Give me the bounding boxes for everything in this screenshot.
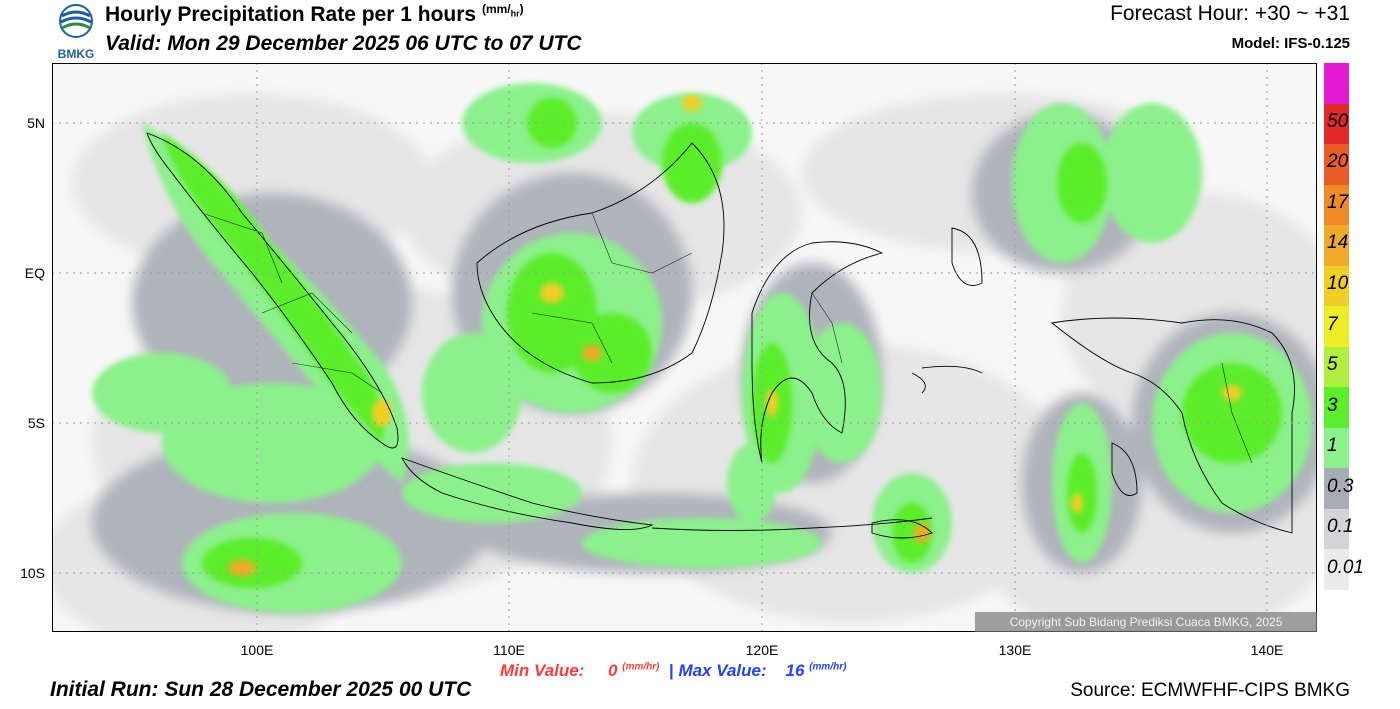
- valid-time: Valid: Mon 29 December 2025 06 UTC to 07…: [105, 32, 582, 55]
- data-source: Source: ECMWFHF-CIPS BMKG: [1070, 680, 1350, 701]
- colorbar-segment: [1324, 306, 1349, 348]
- colorbar-label: 3: [1327, 394, 1338, 416]
- colorbar-label: 10: [1327, 272, 1349, 294]
- min-label: Min Value:: [500, 661, 585, 680]
- colorbar: [1324, 63, 1349, 591]
- colorbar-label: 5: [1327, 354, 1338, 376]
- lat-tick-10s: 10S: [20, 565, 45, 581]
- model-name: Model: IFS-0.125: [1231, 35, 1350, 52]
- colorbar-label: 7: [1327, 313, 1338, 335]
- colorbar-segment: [1324, 63, 1349, 105]
- colorbar-label: 0.3: [1327, 475, 1354, 497]
- colorbar-label: 17: [1327, 191, 1349, 213]
- max-value: 16: [785, 661, 805, 680]
- lon-tick-110e: 110E: [493, 642, 525, 658]
- max-label: Max Value:: [678, 661, 767, 680]
- colorbar-segment: [1324, 184, 1349, 226]
- precipitation-map[interactable]: [52, 63, 1317, 632]
- lat-tick-eq: EQ: [24, 265, 45, 281]
- lat-tick-5n: 5N: [27, 115, 45, 131]
- colorbar-segment: [1324, 265, 1349, 307]
- colorbar-segment: [1324, 103, 1349, 145]
- colorbar-label: 0.01: [1327, 556, 1364, 578]
- colorbar-segment: [1324, 468, 1349, 510]
- title-unit: (mm/hr): [481, 2, 524, 19]
- chart-title: Hourly Precipitation Rate per 1 hours (m…: [105, 2, 524, 27]
- logo-text: BMKG: [58, 47, 95, 60]
- copyright-notice: Copyright Sub Bidang Prediksi Cuaca BMKG…: [975, 612, 1317, 632]
- colorbar-label: 14: [1327, 232, 1349, 254]
- grid: [52, 63, 1317, 632]
- stats-separator: |: [668, 661, 674, 680]
- bmkg-logo: BMKG: [58, 4, 95, 60]
- min-unit: (mm/hr): [622, 661, 660, 673]
- max-unit: (mm/hr): [809, 661, 847, 673]
- colorbar-segment: [1324, 225, 1349, 267]
- colorbar-label: 1: [1327, 435, 1338, 457]
- province-borders: [201, 212, 1253, 464]
- colorbar-segment: [1324, 508, 1349, 550]
- min-value: 0: [608, 661, 618, 680]
- map-frame: [52, 63, 1317, 632]
- lat-tick-5s: 5S: [27, 415, 45, 431]
- initial-run: Initial Run: Sun 28 December 2025 00 UTC: [50, 678, 472, 701]
- colorbar-label: 0.1: [1327, 516, 1354, 538]
- colorbar-segment: [1324, 549, 1349, 591]
- colorbar-segment: [1324, 144, 1349, 186]
- colorbar-segment: [1324, 427, 1349, 469]
- colorbar-segment: [1324, 346, 1349, 388]
- colorbar-segment: [1324, 387, 1349, 429]
- lon-tick-130e: 130E: [998, 642, 1032, 658]
- lon-tick-120e: 120E: [745, 642, 779, 658]
- min-max-values: Min Value: 0 (mm/hr) | Max Value: 16 (mm…: [500, 661, 846, 681]
- colorbar-label: 50: [1327, 110, 1349, 132]
- colorbar-label: 20: [1327, 151, 1349, 173]
- lon-tick-100e: 100E: [240, 642, 274, 658]
- title-text: Hourly Precipitation Rate per 1 hours: [105, 3, 477, 26]
- lon-tick-140e: 140E: [1250, 642, 1284, 658]
- forecast-hour: Forecast Hour: +30 ~ +31: [1110, 2, 1350, 25]
